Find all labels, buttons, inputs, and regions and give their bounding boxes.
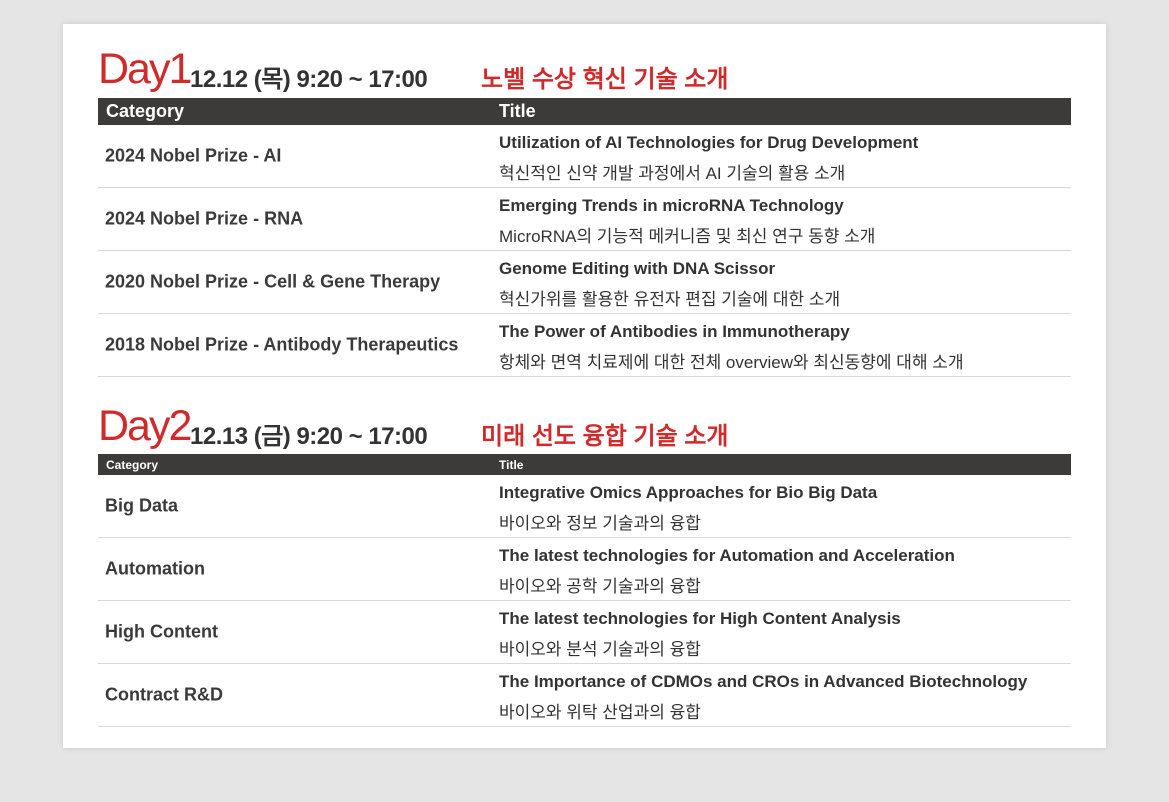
category-cell: 2020 Nobel Prize - Cell & Gene Therapy	[105, 271, 441, 292]
title-text: Utilization of AI Technologies for Drug …	[499, 133, 919, 152]
column-category: Category	[106, 458, 159, 472]
subtitle-text: MicroRNA의 기능적 메커니즘 및 최신 연구 동향 소개	[499, 227, 876, 246]
day-label: Day2	[98, 402, 192, 450]
category-cell: Contract R&D	[105, 684, 224, 705]
subtitle-text: 바이오와 정보 기술과의 융합	[499, 514, 701, 533]
category-cell: Big Data	[105, 495, 179, 516]
subtitle-text: 바이오와 공학 기술과의 융합	[499, 577, 701, 596]
title-text: The Importance of CDMOs and CROs in Adva…	[499, 672, 1028, 691]
subtitle-text: 바이오와 분석 기술과의 융합	[499, 640, 701, 659]
day2-section: Day2 12.13 (금) 9:20 ~ 17:00 미래 선도 융합 기술 …	[98, 400, 1071, 727]
table-row: High Content The latest technologies for …	[98, 601, 1071, 664]
program-card: Day1 12.12 (목) 9:20 ~ 17:00 노벨 수상 혁신 기술 …	[63, 24, 1106, 748]
table-row: Big Data Integrative Omics Approaches for…	[98, 475, 1071, 538]
day-label: Day1	[98, 45, 192, 93]
title-text: Emerging Trends in microRNA Technology	[499, 196, 844, 215]
table-row: Automation The latest technologies for Au…	[98, 538, 1071, 601]
subtitle-text: 바이오와 위탁 산업과의 융합	[499, 703, 701, 722]
category-cell: 2018 Nobel Prize - Antibody Therapeutics	[105, 334, 459, 355]
column-title: Title	[499, 101, 536, 121]
subtitle-text: 혁신가위를 활용한 유전자 편집 기술에 대한 소개	[499, 290, 841, 309]
table-row: 2024 Nobel Prize - AI Utilization of AI T…	[98, 125, 1071, 188]
day-date: 12.13 (금) 9:20 ~ 17:00	[190, 423, 428, 450]
title-text: Integrative Omics Approaches for Bio Big…	[499, 483, 878, 502]
day1-section: Day1 12.12 (목) 9:20 ~ 17:00 노벨 수상 혁신 기술 …	[98, 42, 1071, 377]
title-text: The latest technologies for Automation a…	[499, 546, 955, 565]
subtitle-text: 항체와 면역 치료제에 대한 전체 overview와 최신동향에 대해 소개	[499, 353, 964, 372]
day-date: 12.12 (목) 9:20 ~ 17:00	[190, 66, 428, 93]
table-row: 2020 Nobel Prize - Cell & Gene Therapy Ge…	[98, 251, 1071, 314]
table-header: Category Title	[98, 454, 1071, 475]
column-category: Category	[106, 101, 185, 121]
column-title: Title	[499, 458, 524, 472]
day-theme: 노벨 수상 혁신 기술 소개	[481, 66, 729, 93]
day-theme: 미래 선도 융합 기술 소개	[481, 423, 729, 450]
table-row: 2024 Nobel Prize - RNA Emerging Trends in…	[98, 188, 1071, 251]
title-text: Genome Editing with DNA Scissor	[499, 259, 776, 278]
category-cell: High Content	[105, 621, 218, 642]
category-cell: 2024 Nobel Prize - AI	[105, 145, 282, 166]
day1-heading: Day1 12.12 (목) 9:20 ~ 17:00 노벨 수상 혁신 기술 …	[98, 42, 1071, 98]
category-cell: Automation	[105, 558, 205, 579]
title-text: The Power of Antibodies in Immunotherapy	[499, 322, 850, 341]
table-row: Contract R&D The Importance of CDMOs and …	[98, 664, 1071, 727]
subtitle-text: 혁신적인 신약 개발 과정에서 AI 기술의 활용 소개	[499, 164, 846, 183]
table-header: Category Title	[98, 98, 1071, 125]
table-row: 2018 Nobel Prize - Antibody Therapeutics…	[98, 314, 1071, 377]
category-cell: 2024 Nobel Prize - RNA	[105, 208, 304, 229]
day2-heading: Day2 12.13 (금) 9:20 ~ 17:00 미래 선도 융합 기술 …	[98, 400, 1071, 454]
title-text: The latest technologies for High Content…	[499, 609, 901, 628]
